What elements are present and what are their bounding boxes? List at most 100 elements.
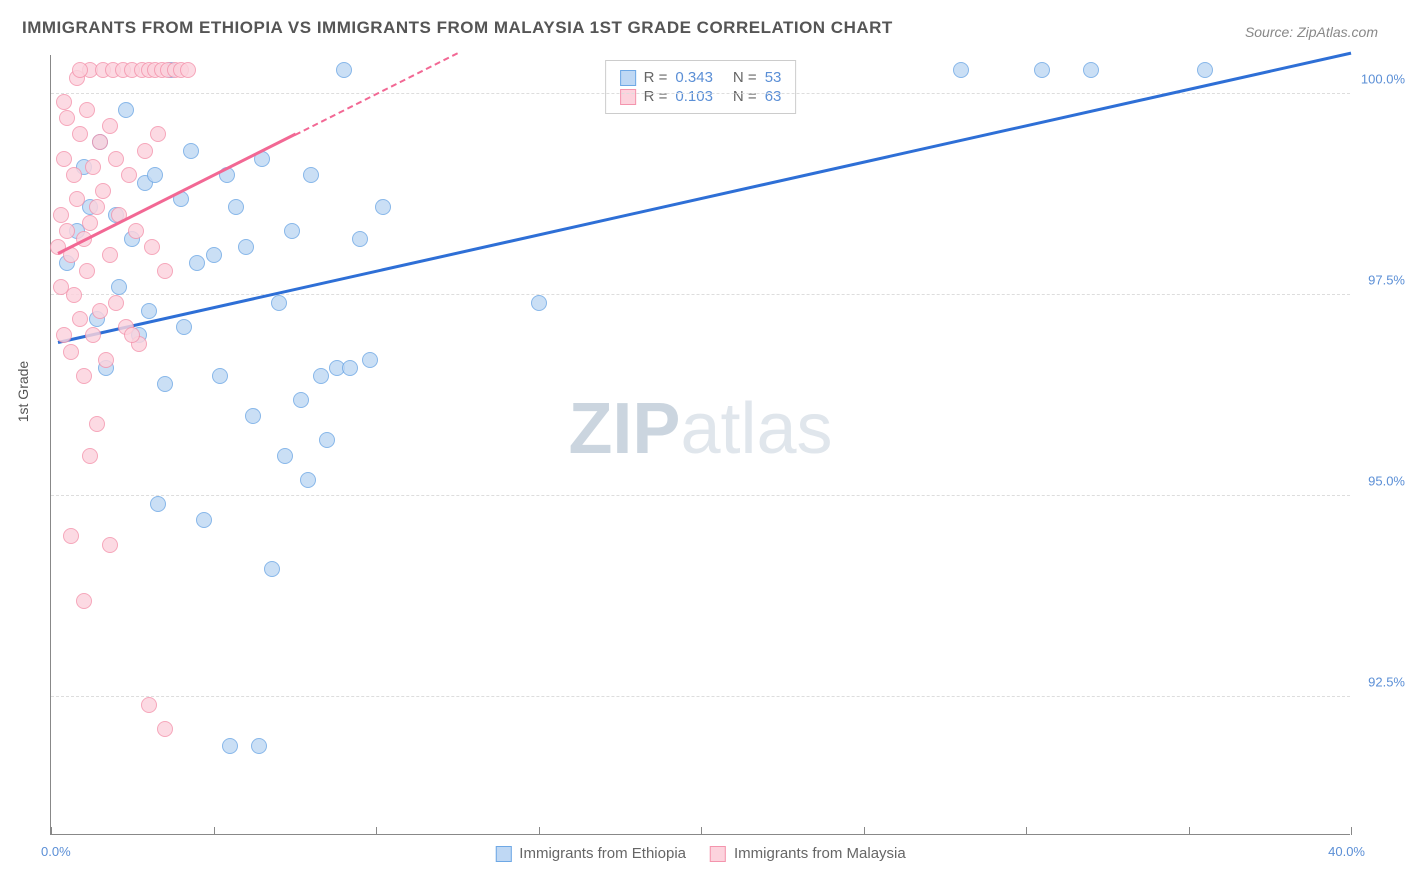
legend-swatch — [620, 70, 636, 86]
data-point — [82, 448, 98, 464]
x-tick — [1189, 827, 1190, 835]
legend-item: Immigrants from Ethiopia — [495, 845, 686, 862]
data-point — [342, 360, 358, 376]
data-point — [111, 279, 127, 295]
data-point — [352, 231, 368, 247]
data-point — [89, 199, 105, 215]
data-point — [212, 368, 228, 384]
x-tick — [1351, 827, 1352, 835]
data-point — [66, 167, 82, 183]
scatter-chart: ZIPatlas 1st Grade R = 0.343N = 53R = 0.… — [50, 55, 1350, 835]
data-point — [147, 167, 163, 183]
data-point — [531, 295, 547, 311]
legend-row: R = 0.103N = 63 — [620, 88, 782, 105]
x-tick — [864, 827, 865, 835]
data-point — [72, 62, 88, 78]
data-point — [150, 126, 166, 142]
data-point — [72, 311, 88, 327]
data-point — [102, 247, 118, 263]
data-point — [108, 295, 124, 311]
data-point — [69, 191, 85, 207]
chart-title: IMMIGRANTS FROM ETHIOPIA VS IMMIGRANTS F… — [22, 18, 893, 38]
data-point — [63, 528, 79, 544]
data-point — [92, 134, 108, 150]
x-tick — [701, 827, 702, 835]
data-point — [206, 247, 222, 263]
y-tick-label: 100.0% — [1361, 72, 1405, 87]
legend-swatch — [620, 89, 636, 105]
x-axis-min-label: 0.0% — [41, 844, 71, 859]
y-axis-title: 1st Grade — [15, 360, 31, 421]
data-point — [95, 183, 111, 199]
data-point — [238, 239, 254, 255]
data-point — [76, 593, 92, 609]
data-point — [124, 327, 140, 343]
legend-r-label: R = — [644, 69, 668, 86]
data-point — [79, 263, 95, 279]
data-point — [1197, 62, 1213, 78]
data-point — [336, 62, 352, 78]
data-point — [137, 143, 153, 159]
data-point — [375, 199, 391, 215]
legend-label: Immigrants from Ethiopia — [519, 845, 686, 862]
x-tick — [214, 827, 215, 835]
data-point — [121, 167, 137, 183]
data-point — [82, 215, 98, 231]
x-axis-max-label: 40.0% — [1328, 844, 1365, 859]
data-point — [79, 102, 95, 118]
data-point — [141, 697, 157, 713]
gridline — [51, 93, 1350, 94]
legend-n-label: N = — [733, 88, 757, 105]
data-point — [92, 303, 108, 319]
data-point — [102, 537, 118, 553]
legend-r-value: 0.343 — [675, 69, 713, 86]
data-point — [157, 263, 173, 279]
data-point — [56, 94, 72, 110]
legend-n-label: N = — [733, 69, 757, 86]
gridline — [51, 696, 1350, 697]
legend-swatch — [495, 846, 511, 862]
data-point — [271, 295, 287, 311]
data-point — [245, 408, 261, 424]
data-point — [144, 239, 160, 255]
data-point — [118, 102, 134, 118]
data-point — [319, 432, 335, 448]
y-tick-label: 97.5% — [1368, 273, 1405, 288]
data-point — [277, 448, 293, 464]
data-point — [176, 319, 192, 335]
watermark: ZIPatlas — [568, 388, 832, 470]
y-tick-label: 95.0% — [1368, 474, 1405, 489]
data-point — [102, 118, 118, 134]
data-point — [180, 62, 196, 78]
data-point — [59, 110, 75, 126]
data-point — [157, 721, 173, 737]
data-point — [59, 223, 75, 239]
data-point — [953, 62, 969, 78]
data-point — [303, 167, 319, 183]
data-point — [228, 199, 244, 215]
data-point — [108, 151, 124, 167]
data-point — [1083, 62, 1099, 78]
x-tick — [1026, 827, 1027, 835]
data-point — [56, 327, 72, 343]
data-point — [76, 368, 92, 384]
data-point — [313, 368, 329, 384]
gridline — [51, 294, 1350, 295]
legend-r-value: 0.103 — [675, 88, 713, 105]
data-point — [222, 738, 238, 754]
data-point — [284, 223, 300, 239]
data-point — [56, 151, 72, 167]
data-point — [128, 223, 144, 239]
x-tick — [51, 827, 52, 835]
trend-line — [57, 133, 296, 255]
legend-n-value: 63 — [765, 88, 782, 105]
data-point — [85, 159, 101, 175]
data-point — [264, 561, 280, 577]
data-point — [85, 327, 101, 343]
data-point — [189, 255, 205, 271]
legend-item: Immigrants from Malaysia — [710, 845, 906, 862]
x-tick — [376, 827, 377, 835]
data-point — [251, 738, 267, 754]
data-point — [150, 496, 166, 512]
series-legend: Immigrants from Ethiopia Immigrants from … — [495, 845, 905, 862]
